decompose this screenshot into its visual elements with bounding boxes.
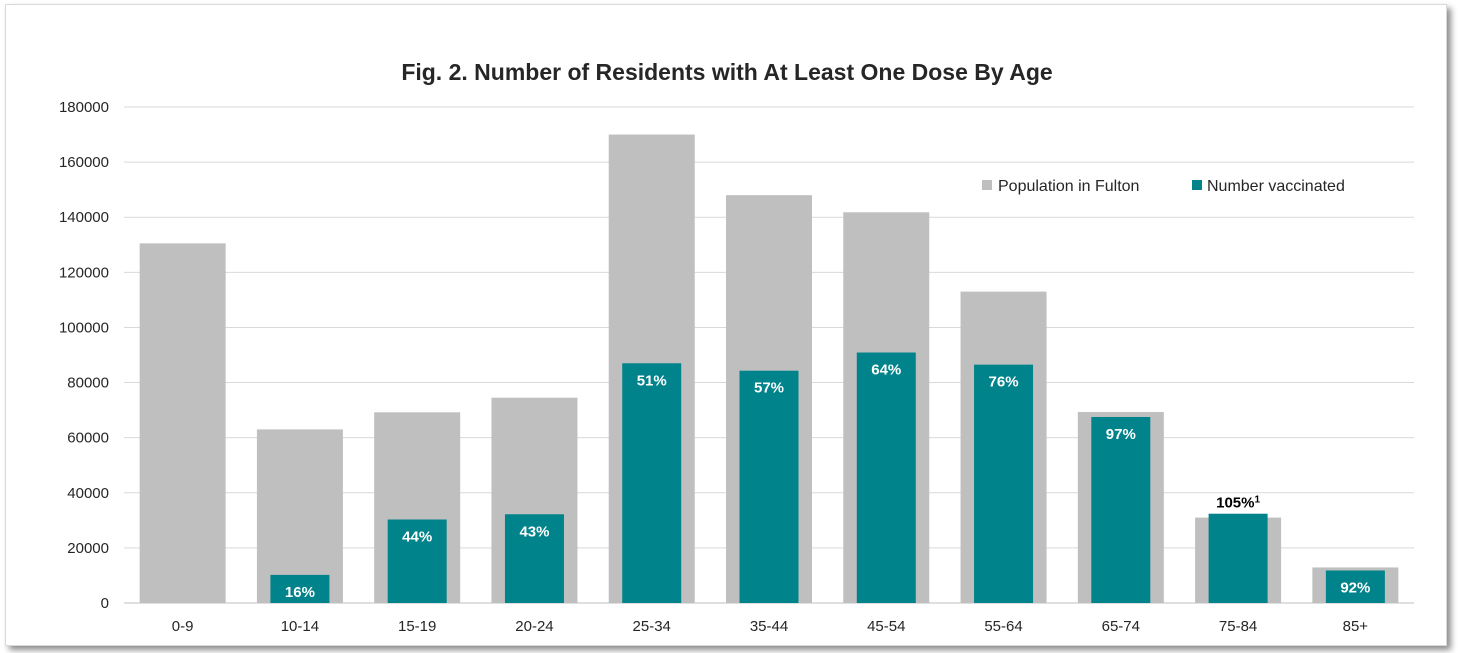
data-label: 76% xyxy=(989,374,1019,391)
data-label: 97% xyxy=(1106,426,1136,443)
legend-label-population: Population in Fulton xyxy=(998,178,1139,195)
x-tick-label: 25-34 xyxy=(633,618,671,635)
legend-swatch-vaccinated xyxy=(1192,180,1202,190)
bar-vaccinated xyxy=(270,574,330,603)
x-tick-label: 10-14 xyxy=(281,618,319,635)
bar-vaccinated xyxy=(1325,570,1385,603)
y-tick-label: 180000 xyxy=(59,99,109,116)
bar-vaccinated xyxy=(856,352,916,603)
footnote-mark: 1 xyxy=(1254,494,1260,505)
legend-label-vaccinated: Number vaccinated xyxy=(1207,178,1345,195)
chart-title: Fig. 2. Number of Residents with At Leas… xyxy=(401,59,1052,85)
y-tick-label: 100000 xyxy=(59,319,109,336)
data-label: 92% xyxy=(1340,579,1370,596)
data-label: 43% xyxy=(519,523,549,540)
bar-vaccinated xyxy=(504,514,564,603)
chart-svg: 0 20000 40000 60000 80000 100000 120000 140000 1… xyxy=(59,59,1414,635)
bar-vaccinated xyxy=(1091,417,1151,603)
data-labels: 16% 44% 43% 51% 57% 64% 76% 97% 105%1 92% xyxy=(285,362,1370,601)
data-label: 44% xyxy=(402,529,432,546)
legend-swatch-population xyxy=(982,180,992,190)
y-tick-label: 160000 xyxy=(59,154,109,171)
legend: Population in Fulton Number vaccinated xyxy=(982,178,1345,195)
bar-vaccinated xyxy=(739,370,799,603)
y-tick-label: 0 xyxy=(101,595,109,612)
x-tick-label: 45-54 xyxy=(867,618,905,635)
x-axis-tick-labels: 0-9 10-14 15-19 20-24 25-34 35-44 45-54 55-64 65… xyxy=(172,618,1369,635)
x-tick-label: 0-9 xyxy=(172,618,194,635)
y-tick-label: 140000 xyxy=(59,209,109,226)
data-label: 16% xyxy=(285,584,315,601)
x-tick-label: 15-19 xyxy=(398,618,436,635)
data-label: 105%1 xyxy=(1216,494,1260,512)
data-label: 57% xyxy=(754,380,784,397)
data-label: 64% xyxy=(871,362,901,379)
bar-population xyxy=(139,243,226,603)
x-tick-label: 35-44 xyxy=(750,618,788,635)
bar-vaccinated xyxy=(387,519,447,603)
y-tick-label: 20000 xyxy=(67,540,109,557)
bar-population xyxy=(256,429,343,603)
y-tick-label: 80000 xyxy=(67,375,109,392)
y-tick-label: 60000 xyxy=(67,430,109,447)
x-tick-label: 65-74 xyxy=(1102,618,1140,635)
chart-frame: 0 20000 40000 60000 80000 100000 120000 140000 1… xyxy=(5,4,1447,646)
x-tick-label: 75-84 xyxy=(1219,618,1257,635)
y-tick-label: 40000 xyxy=(67,485,109,502)
y-axis-tick-labels: 0 20000 40000 60000 80000 100000 120000 140000 1… xyxy=(59,99,109,612)
data-label: 51% xyxy=(637,372,667,389)
y-tick-label: 120000 xyxy=(59,264,109,281)
bar-vaccinated xyxy=(974,364,1034,603)
x-tick-label: 20-24 xyxy=(515,618,553,635)
bar-vaccinated xyxy=(622,363,682,603)
x-tick-label: 55-64 xyxy=(984,618,1022,635)
bars xyxy=(139,134,1399,604)
bar-vaccinated xyxy=(1208,513,1268,603)
x-tick-label: 85+ xyxy=(1343,618,1369,635)
